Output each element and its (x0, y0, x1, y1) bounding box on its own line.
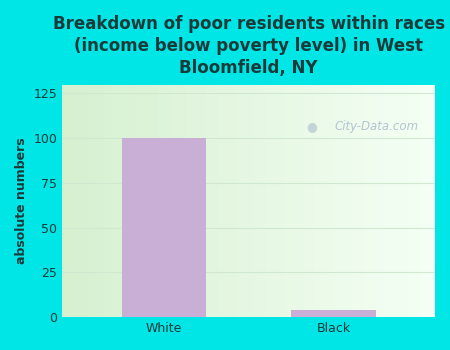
Bar (291, 310, 376, 317)
Text: City-Data.com: City-Data.com (334, 120, 419, 133)
Bar (122, 138, 206, 317)
Y-axis label: absolute numbers: absolute numbers (15, 138, 28, 264)
Title: Breakdown of poor residents within races
(income below poverty level) in West
Bl: Breakdown of poor residents within races… (53, 15, 445, 77)
Text: ●: ● (306, 120, 317, 133)
